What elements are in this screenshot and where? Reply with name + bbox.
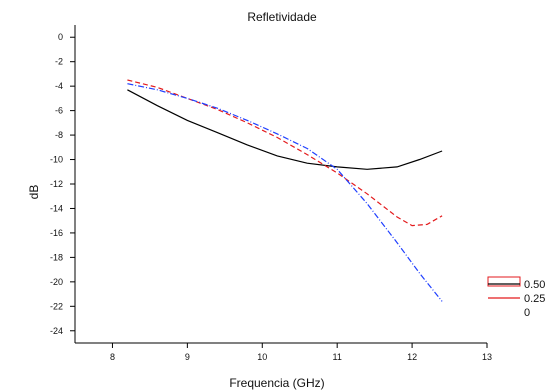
legend-frame [487, 276, 521, 287]
y-tick-label: -8 [55, 130, 63, 140]
x-tick-label: 9 [185, 352, 190, 362]
series-line-0.50 [127, 89, 443, 170]
legend-label: 0.50 [524, 279, 545, 291]
x-axis: 8 9 10 11 12 13 [75, 342, 492, 362]
series-layer [127, 79, 443, 302]
x-tick-label: 12 [407, 352, 417, 362]
y-tick-label: -14 [50, 203, 63, 213]
y-tick-label: -10 [50, 155, 63, 165]
y-tick-label: -6 [55, 106, 63, 116]
y-tick-label: -24 [50, 326, 63, 336]
y-axis: 0 -2 -4 -6 -8 -10 -12 -14 -16 -18 -20 -22 -24 [50, 25, 76, 343]
series-line-0 [127, 83, 443, 302]
y-tick-label: -2 [55, 57, 63, 67]
chart-title: Refletividade [247, 10, 317, 24]
y-tick-label: 0 [58, 32, 63, 42]
legend-label: 0 [524, 307, 530, 319]
y-tick-label: -22 [50, 301, 63, 311]
x-tick-label: 10 [257, 352, 267, 362]
series-line-0.25 [127, 79, 443, 227]
y-tick-label: -20 [50, 277, 63, 287]
x-axis-label: Frequencia (GHz) [229, 376, 324, 390]
y-axis-label: dB [27, 185, 41, 200]
x-tick-label: 11 [333, 352, 342, 362]
y-tick-label: -16 [50, 228, 63, 238]
legend: 0.50 0.25 0 [487, 276, 545, 319]
y-tick-label: -4 [55, 81, 63, 91]
x-tick-label: 8 [110, 352, 115, 362]
y-tick-label: -12 [50, 179, 63, 189]
legend-label: 0.25 [524, 293, 545, 305]
y-tick-label: -18 [50, 252, 63, 262]
x-tick-label: 13 [482, 352, 492, 362]
